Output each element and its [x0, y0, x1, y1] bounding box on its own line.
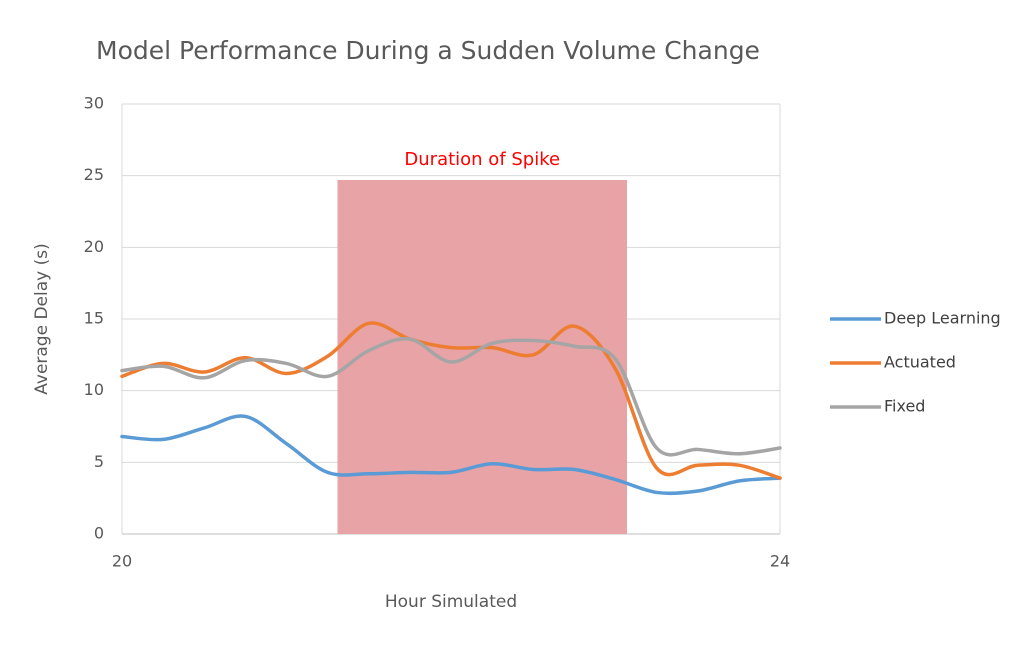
y-axis-label: Average Delay (s) [32, 243, 52, 395]
y-tick-label: 25 [84, 165, 104, 184]
y-tick-label: 5 [94, 452, 104, 471]
legend-label: Fixed [884, 397, 925, 416]
x-tick-label: 24 [770, 552, 790, 571]
series-line [120, 337, 782, 457]
y-tick-label: 30 [84, 94, 104, 113]
y-tick-label: 10 [84, 380, 104, 399]
y-tick-label: 15 [84, 309, 104, 328]
annotation-text: Duration of Spike [404, 149, 560, 170]
legend-label: Actuated [884, 353, 956, 372]
series-line [120, 414, 782, 496]
y-tick-label: 20 [84, 237, 104, 256]
y-tick-label: 0 [94, 524, 104, 543]
x-tick-label: 20 [112, 552, 132, 571]
x-axis-label: Hour Simulated [385, 592, 517, 612]
legend-label: Deep Learning [884, 309, 1001, 328]
spike-region [337, 179, 628, 534]
series-line [120, 321, 782, 480]
chart-title: Model Performance During a Sudden Volume… [96, 36, 760, 65]
